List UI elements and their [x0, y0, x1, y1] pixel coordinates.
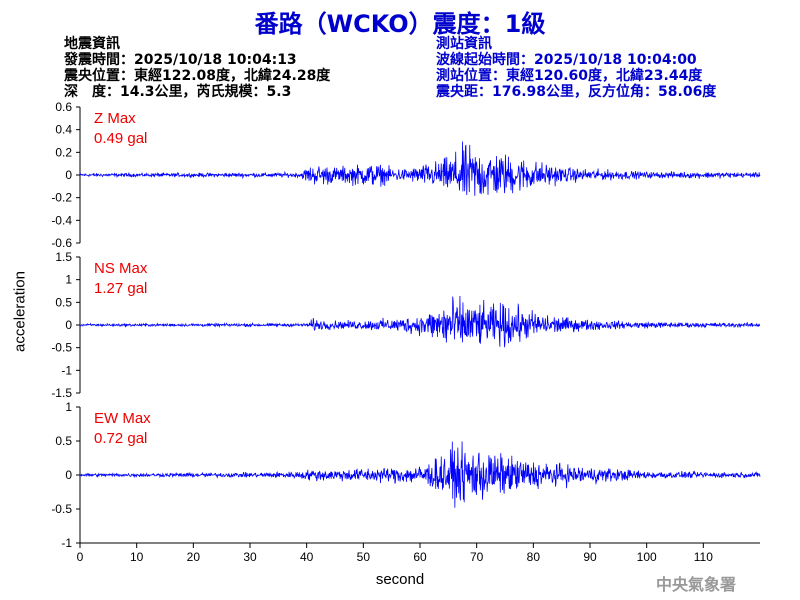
x-tick-label: 100 [637, 550, 657, 564]
epicenter-location: 震央位置：東經122.08度，北緯24.28度 [64, 68, 331, 84]
x-tick-label: 60 [413, 550, 427, 564]
waveform-ns [79, 295, 761, 348]
waveform-z [79, 141, 761, 196]
max-value-ew: 0.72 gal [94, 430, 147, 447]
x-axis-label: second [375, 571, 425, 588]
y-axis-label: acceleration [11, 271, 29, 352]
y-tick-label: -0.5 [51, 341, 72, 355]
y-tick-label: -0.5 [51, 502, 72, 516]
max-value-z: 0.49 gal [94, 130, 147, 147]
max-label-ns: NS Max [94, 260, 148, 277]
y-tick-label: 0.5 [55, 434, 72, 448]
y-tick-label: -0.4 [51, 213, 72, 227]
epicentral-distance: 震央距：176.98公里，反方位角：58.06度 [436, 84, 717, 100]
y-tick-label: 1 [65, 400, 72, 414]
x-tick-label: 30 [243, 550, 257, 564]
waveform-ew [79, 441, 761, 508]
x-tick-label: 10 [130, 550, 144, 564]
y-tick-label: 0.4 [55, 123, 72, 137]
y-tick-label: 1 [65, 273, 72, 287]
station-info: 測站資訊 波線起始時間：2025/10/18 10:04:00 測站位置：東經1… [436, 36, 716, 100]
page-title: 番路（WCKO）震度：1級 [254, 10, 546, 38]
y-tick-label: 0.2 [55, 145, 72, 159]
x-tick-label: 80 [527, 550, 541, 564]
station-location: 測站位置：東經120.60度，北緯23.44度 [436, 68, 703, 84]
y-tick-label: 0 [65, 318, 72, 332]
x-tick-label: 50 [357, 550, 371, 564]
y-tick-label: 0 [65, 468, 72, 482]
max-label-z: Z Max [94, 110, 136, 127]
earthquake-info-heading: 地震資訊 [64, 36, 120, 52]
y-tick-label: 0.5 [55, 295, 72, 309]
origin-time: 發震時間：2025/10/18 10:04:13 [64, 52, 297, 68]
depth-magnitude: 深 度：14.3公里，芮氏規模：5.3 [64, 84, 292, 100]
station-info-heading: 測站資訊 [436, 36, 492, 52]
y-tick-label: 1.5 [55, 250, 72, 264]
max-value-ns: 1.27 gal [94, 280, 147, 297]
x-tick-label: 40 [300, 550, 314, 564]
x-tick-label: 70 [470, 550, 484, 564]
x-tick-label: 90 [583, 550, 597, 564]
y-tick-label: -0.6 [51, 236, 72, 250]
y-tick-label: -1 [61, 536, 72, 550]
y-tick-label: -1 [61, 363, 72, 377]
earthquake-info: 地震資訊 發震時間：2025/10/18 10:04:13 震央位置：東經122… [64, 36, 330, 100]
max-label-ew: EW Max [94, 410, 151, 427]
x-tick-label: 110 [694, 550, 713, 564]
x-tick-label: 0 [77, 550, 84, 564]
y-tick-label: 0 [65, 168, 72, 182]
y-tick-label: -0.2 [51, 191, 72, 205]
y-tick-label: -1.5 [51, 386, 72, 400]
x-tick-label: 20 [187, 550, 201, 564]
agency-watermark: 中央氣象署 [656, 575, 737, 594]
y-tick-label: 0.6 [55, 100, 72, 114]
waveform-start-time: 波線起始時間：2025/10/18 10:04:00 [436, 52, 697, 68]
